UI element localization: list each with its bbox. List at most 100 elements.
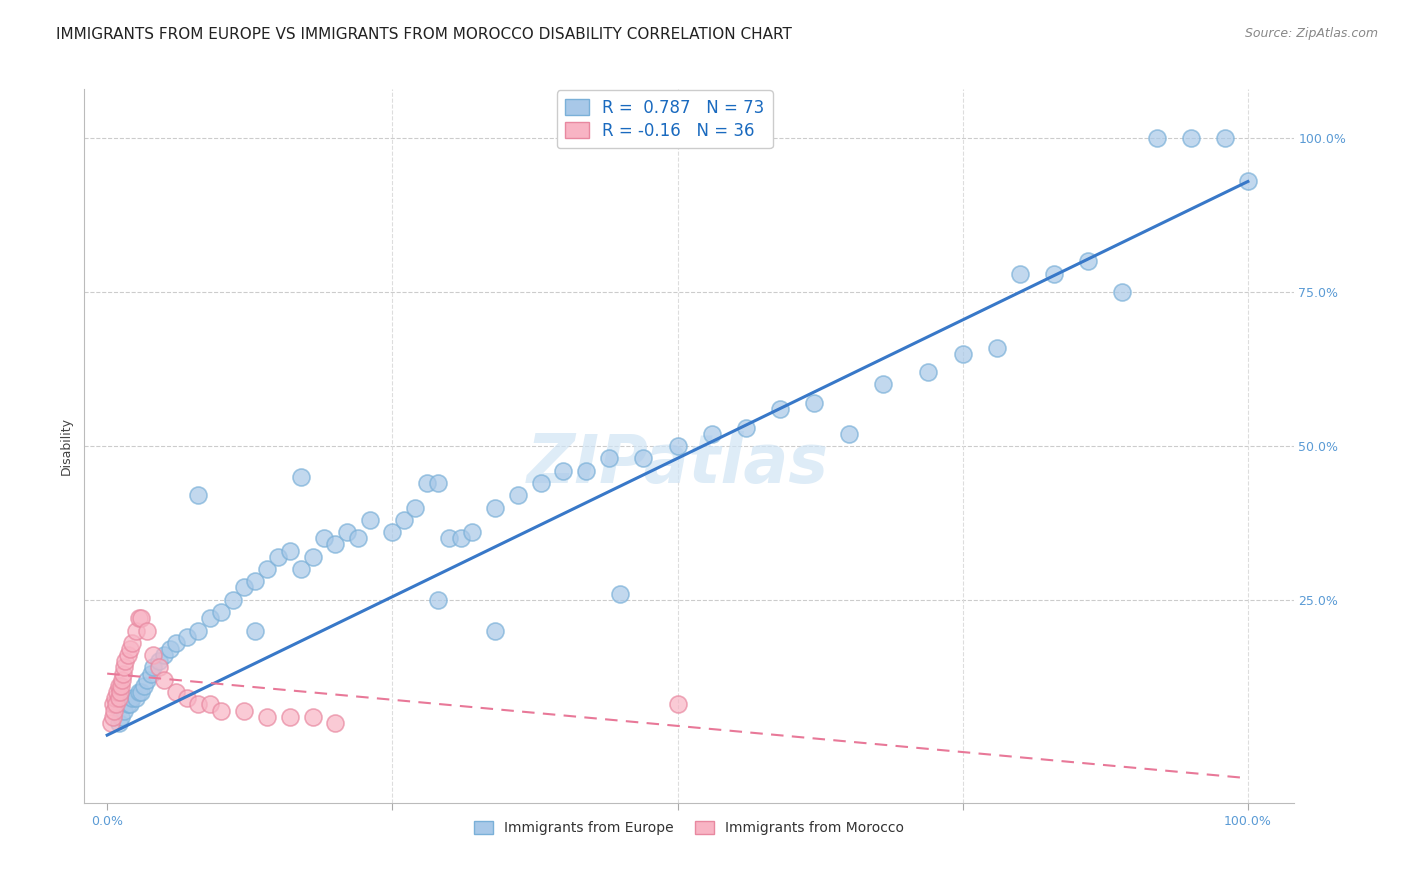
- Text: Source: ZipAtlas.com: Source: ZipAtlas.com: [1244, 27, 1378, 40]
- Point: [148, 654, 170, 668]
- Point: [1213, 131, 1236, 145]
- Point: [952, 347, 974, 361]
- Point: [700, 426, 723, 441]
- Point: [153, 673, 176, 687]
- Point: [256, 709, 278, 723]
- Point: [1043, 267, 1066, 281]
- Point: [159, 642, 181, 657]
- Point: [136, 624, 159, 638]
- Point: [439, 531, 461, 545]
- Point: [245, 624, 267, 638]
- Point: [165, 636, 187, 650]
- Point: [142, 660, 165, 674]
- Point: [506, 488, 529, 502]
- Point: [666, 698, 689, 712]
- Point: [359, 513, 381, 527]
- Point: [461, 525, 484, 540]
- Point: [121, 636, 143, 650]
- Point: [117, 648, 139, 662]
- Point: [104, 691, 127, 706]
- Point: [598, 451, 620, 466]
- Point: [121, 691, 143, 706]
- Point: [107, 685, 129, 699]
- Point: [107, 691, 129, 706]
- Point: [301, 549, 323, 564]
- Point: [187, 624, 209, 638]
- Point: [165, 685, 187, 699]
- Point: [128, 611, 150, 625]
- Point: [256, 562, 278, 576]
- Text: ZIPatlas: ZIPatlas: [526, 432, 828, 498]
- Point: [872, 377, 894, 392]
- Point: [221, 592, 243, 607]
- Point: [347, 531, 370, 545]
- Point: [267, 549, 290, 564]
- Point: [427, 592, 450, 607]
- Point: [125, 624, 148, 638]
- Point: [105, 698, 128, 712]
- Point: [103, 704, 125, 718]
- Point: [118, 642, 141, 657]
- Point: [110, 679, 132, 693]
- Point: [198, 698, 221, 712]
- Point: [118, 698, 141, 712]
- Point: [131, 685, 153, 699]
- Point: [381, 525, 404, 540]
- Point: [290, 562, 312, 576]
- Point: [112, 660, 135, 674]
- Point: [838, 426, 860, 441]
- Point: [278, 709, 301, 723]
- Point: [131, 611, 153, 625]
- Point: [769, 402, 792, 417]
- Point: [233, 704, 256, 718]
- Point: [1146, 131, 1168, 145]
- Point: [633, 451, 655, 466]
- Point: [112, 666, 135, 681]
- Point: [1111, 285, 1133, 300]
- Point: [484, 500, 506, 515]
- Point: [323, 537, 346, 551]
- Point: [187, 488, 209, 502]
- Point: [136, 673, 159, 687]
- Point: [101, 698, 124, 712]
- Point: [803, 396, 825, 410]
- Point: [111, 673, 134, 687]
- Point: [1237, 174, 1260, 188]
- Point: [125, 691, 148, 706]
- Point: [108, 685, 131, 699]
- Point: [139, 666, 162, 681]
- Point: [198, 611, 221, 625]
- Point: [114, 654, 136, 668]
- Y-axis label: Disability: Disability: [60, 417, 73, 475]
- Point: [392, 513, 415, 527]
- Point: [132, 679, 155, 693]
- Point: [484, 624, 506, 638]
- Point: [142, 648, 165, 662]
- Legend: Immigrants from Europe, Immigrants from Morocco: Immigrants from Europe, Immigrants from …: [467, 814, 911, 842]
- Point: [735, 420, 758, 434]
- Point: [233, 581, 256, 595]
- Point: [917, 365, 939, 379]
- Point: [209, 704, 232, 718]
- Point: [290, 469, 312, 483]
- Point: [323, 715, 346, 730]
- Point: [187, 698, 209, 712]
- Point: [666, 439, 689, 453]
- Point: [107, 715, 129, 730]
- Point: [1077, 254, 1099, 268]
- Point: [128, 685, 150, 699]
- Point: [530, 475, 553, 490]
- Point: [404, 500, 426, 515]
- Point: [1180, 131, 1202, 145]
- Point: [209, 605, 232, 619]
- Point: [553, 464, 575, 478]
- Point: [575, 464, 598, 478]
- Point: [153, 648, 176, 662]
- Point: [1008, 267, 1031, 281]
- Point: [986, 341, 1008, 355]
- Point: [245, 574, 267, 589]
- Point: [117, 698, 139, 712]
- Point: [312, 531, 335, 545]
- Point: [336, 525, 359, 540]
- Point: [415, 475, 437, 490]
